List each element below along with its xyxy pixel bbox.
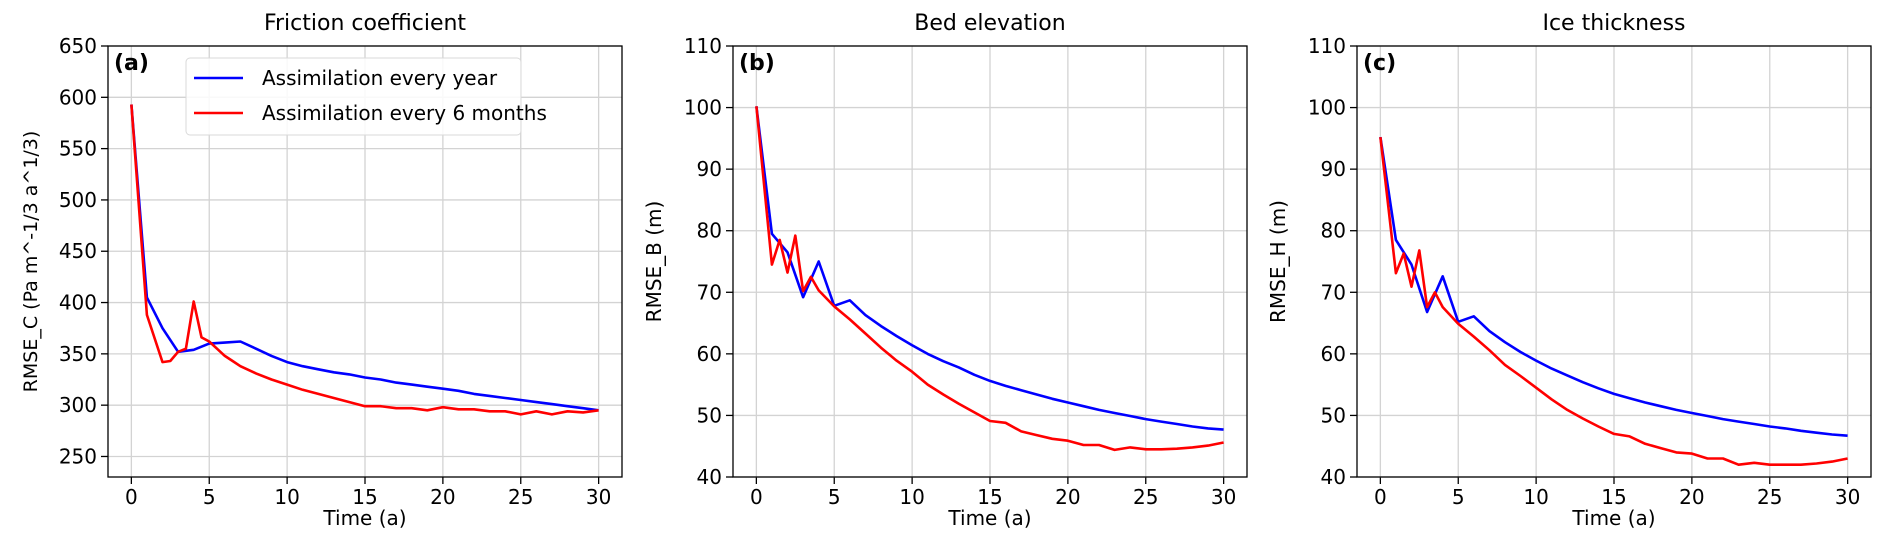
y-tick-label: 650 <box>59 34 97 58</box>
y-tick-label: 100 <box>684 96 722 120</box>
axes-frame <box>107 45 623 478</box>
x-tick-label: 0 <box>125 485 138 509</box>
y-tick-label: 80 <box>697 219 722 243</box>
y-tick-label: 80 <box>1321 219 1346 243</box>
y-axis-label: RMSE_B (m) <box>642 201 666 323</box>
x-axis-label: Time (a) <box>1571 506 1655 530</box>
chart-title: Ice thickness <box>1542 11 1685 36</box>
y-tick-label: 450 <box>59 239 97 263</box>
legend-label: Assimilation every year <box>262 66 498 90</box>
y-tick-label: 70 <box>1321 280 1346 304</box>
y-tick-label: 250 <box>59 444 97 468</box>
chart-title: Friction coefficient <box>264 11 466 36</box>
series-line-6-months <box>1379 136 1848 467</box>
y-tick-label: 110 <box>1308 34 1346 58</box>
x-tick-label: 10 <box>1523 485 1548 509</box>
x-tick-label: 30 <box>1211 485 1236 509</box>
y-tick-label: 40 <box>1321 465 1346 489</box>
y-axis-label: RMSE_H (m) <box>1266 200 1290 323</box>
panel-label: (c) <box>1363 51 1396 76</box>
y-tick-label: 50 <box>1321 403 1346 427</box>
y-tick-label: 350 <box>59 342 97 366</box>
legend: Assimilation every year Assimilation ever… <box>185 57 547 136</box>
legend-box <box>185 57 522 136</box>
x-tick-label: 10 <box>274 485 299 509</box>
y-tick-label: 110 <box>684 34 722 58</box>
x-tick-label: 0 <box>750 485 763 509</box>
y-tick-label: 60 <box>1321 342 1346 366</box>
x-tick-label: 15 <box>1601 485 1626 509</box>
y-tick-label: 40 <box>697 465 722 489</box>
axes-frame <box>732 45 1248 478</box>
x-tick-label: 20 <box>1055 485 1080 509</box>
x-tick-label: 20 <box>430 485 455 509</box>
y-tick-label: 550 <box>59 137 97 161</box>
y-tick-label: 60 <box>697 342 722 366</box>
x-axis-label: Time (a) <box>947 506 1031 530</box>
y-tick-label: 400 <box>59 291 97 315</box>
panel-label: (b) <box>739 51 775 76</box>
y-tick-label: 300 <box>59 393 97 417</box>
y-tick-label: 90 <box>697 157 722 181</box>
y-tick-label: 600 <box>59 85 97 109</box>
y-tick-label: 500 <box>59 188 97 212</box>
x-tick-label: 5 <box>203 485 216 509</box>
series-line-6-months <box>130 104 599 416</box>
panel-2: 0 5 10 15 20 25 30 40 50 60 70 80 90 100 110 Ice thickn… <box>1266 11 1872 530</box>
x-tick-label: 5 <box>1452 485 1465 509</box>
y-tick-label: 50 <box>697 403 722 427</box>
x-tick-label: 10 <box>899 485 924 509</box>
x-tick-label: 30 <box>586 485 611 509</box>
x-tick-label: 15 <box>352 485 377 509</box>
y-tick-label: 70 <box>697 280 722 304</box>
x-tick-label: 15 <box>977 485 1002 509</box>
x-axis-label: Time (a) <box>322 506 406 530</box>
x-tick-label: 20 <box>1679 485 1704 509</box>
x-tick-label: 5 <box>828 485 841 509</box>
series-line-yearly <box>130 104 599 412</box>
x-tick-label: 25 <box>1133 485 1158 509</box>
x-tick-label: 25 <box>1757 485 1782 509</box>
legend-label: Assimilation every 6 months <box>262 101 547 125</box>
axes-frame <box>1356 45 1872 478</box>
y-tick-label: 90 <box>1321 157 1346 181</box>
x-tick-label: 30 <box>1835 485 1860 509</box>
series-line-6-months <box>755 106 1224 452</box>
x-tick-label: 0 <box>1374 485 1387 509</box>
x-tick-label: 25 <box>508 485 533 509</box>
chart-title: Bed elevation <box>914 11 1065 36</box>
y-tick-label: 100 <box>1308 96 1346 120</box>
y-axis-label: RMSE_C (Pa m^-1/3 a^1/3) <box>20 131 42 393</box>
panel-1: 0 5 10 15 20 25 30 40 50 60 70 80 90 100 110 Bed elevat… <box>642 11 1248 530</box>
panel-label: (a) <box>114 51 149 76</box>
